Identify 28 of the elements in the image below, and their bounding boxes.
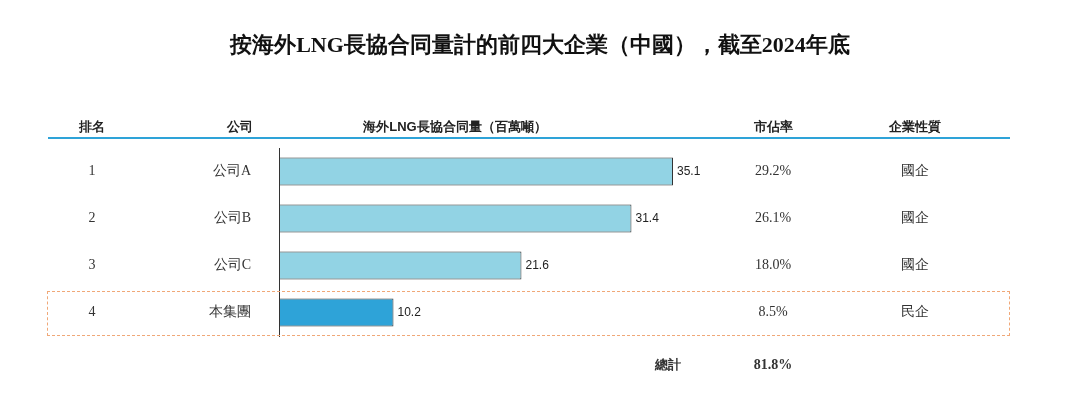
text: 總計 (654, 356, 681, 372)
text: 1 (88, 163, 96, 179)
text: 4 (88, 304, 96, 320)
text: 81.8% (753, 356, 793, 372)
y-tick-label: 公司A (212, 163, 252, 179)
data-label: 21.6 (525, 257, 550, 272)
y-tick-label: 本集團 (209, 304, 251, 320)
text: 8.5% (758, 304, 788, 320)
y-tick-label: 公司B (213, 210, 251, 226)
y-tick-label: 公司C (213, 257, 251, 273)
text: 29.2% (754, 163, 792, 179)
text: 國企 (901, 210, 929, 226)
data-label: 31.4 (635, 210, 660, 225)
data-label: 10.2 (397, 304, 422, 319)
text: 公司 (226, 118, 253, 134)
text: 企業性質 (888, 118, 941, 134)
text: 市佔率 (752, 118, 793, 134)
data-label: 35.1 (677, 163, 701, 178)
text: 26.1% (754, 210, 792, 226)
text: 3 (88, 257, 96, 273)
text: 民企 (901, 304, 929, 320)
text: 排名 (78, 118, 105, 134)
chart-title: 按海外LNG長協合同量計的前四大企業（中國），截至2024年底 (229, 31, 850, 57)
x-axis-title: 海外LNG長協合同量（百萬噸） (362, 118, 547, 134)
text: 國企 (901, 163, 929, 179)
text: 2 (88, 210, 96, 226)
text: 國企 (901, 257, 929, 273)
text: 18.0% (754, 257, 792, 273)
